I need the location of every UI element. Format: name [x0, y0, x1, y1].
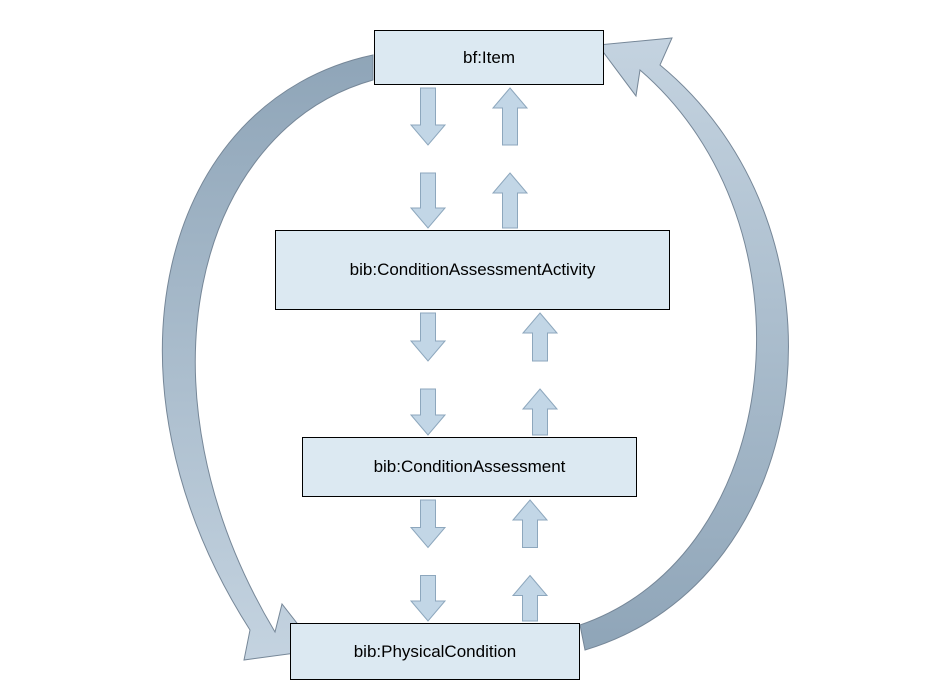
left-curved-arrow — [162, 55, 373, 660]
node-n4: bib:PhysicalCondition — [290, 623, 580, 680]
node-label: bf:Item — [463, 48, 515, 68]
down-arrow-bot-0 — [411, 173, 445, 228]
down-arrow-bot-2 — [411, 576, 445, 622]
up-arrow-top-2 — [513, 500, 547, 548]
node-label: bib:ConditionAssessment — [374, 457, 566, 477]
node-n1: bf:Item — [374, 30, 604, 85]
up-arrow-top-1 — [523, 313, 557, 361]
down-arrow-top-0 — [411, 88, 445, 145]
connectors-layer — [0, 0, 940, 694]
up-arrow-top-0 — [493, 88, 527, 145]
node-label: bib:ConditionAssessmentActivity — [350, 260, 596, 280]
down-arrow-top-2 — [411, 500, 445, 548]
down-arrow-top-1 — [411, 313, 445, 361]
node-label: bib:PhysicalCondition — [354, 642, 517, 662]
flowchart-diagram: bf:Item bib:ConditionAssessmentActivity bi… — [0, 0, 940, 694]
down-arrow-bot-1 — [411, 389, 445, 435]
up-arrow-bot-2 — [513, 576, 547, 622]
node-n2: bib:ConditionAssessmentActivity — [275, 230, 670, 310]
up-arrow-bot-0 — [493, 173, 527, 228]
right-curved-arrow — [580, 38, 788, 650]
up-arrow-bot-1 — [523, 389, 557, 435]
node-n3: bib:ConditionAssessment — [302, 437, 637, 497]
